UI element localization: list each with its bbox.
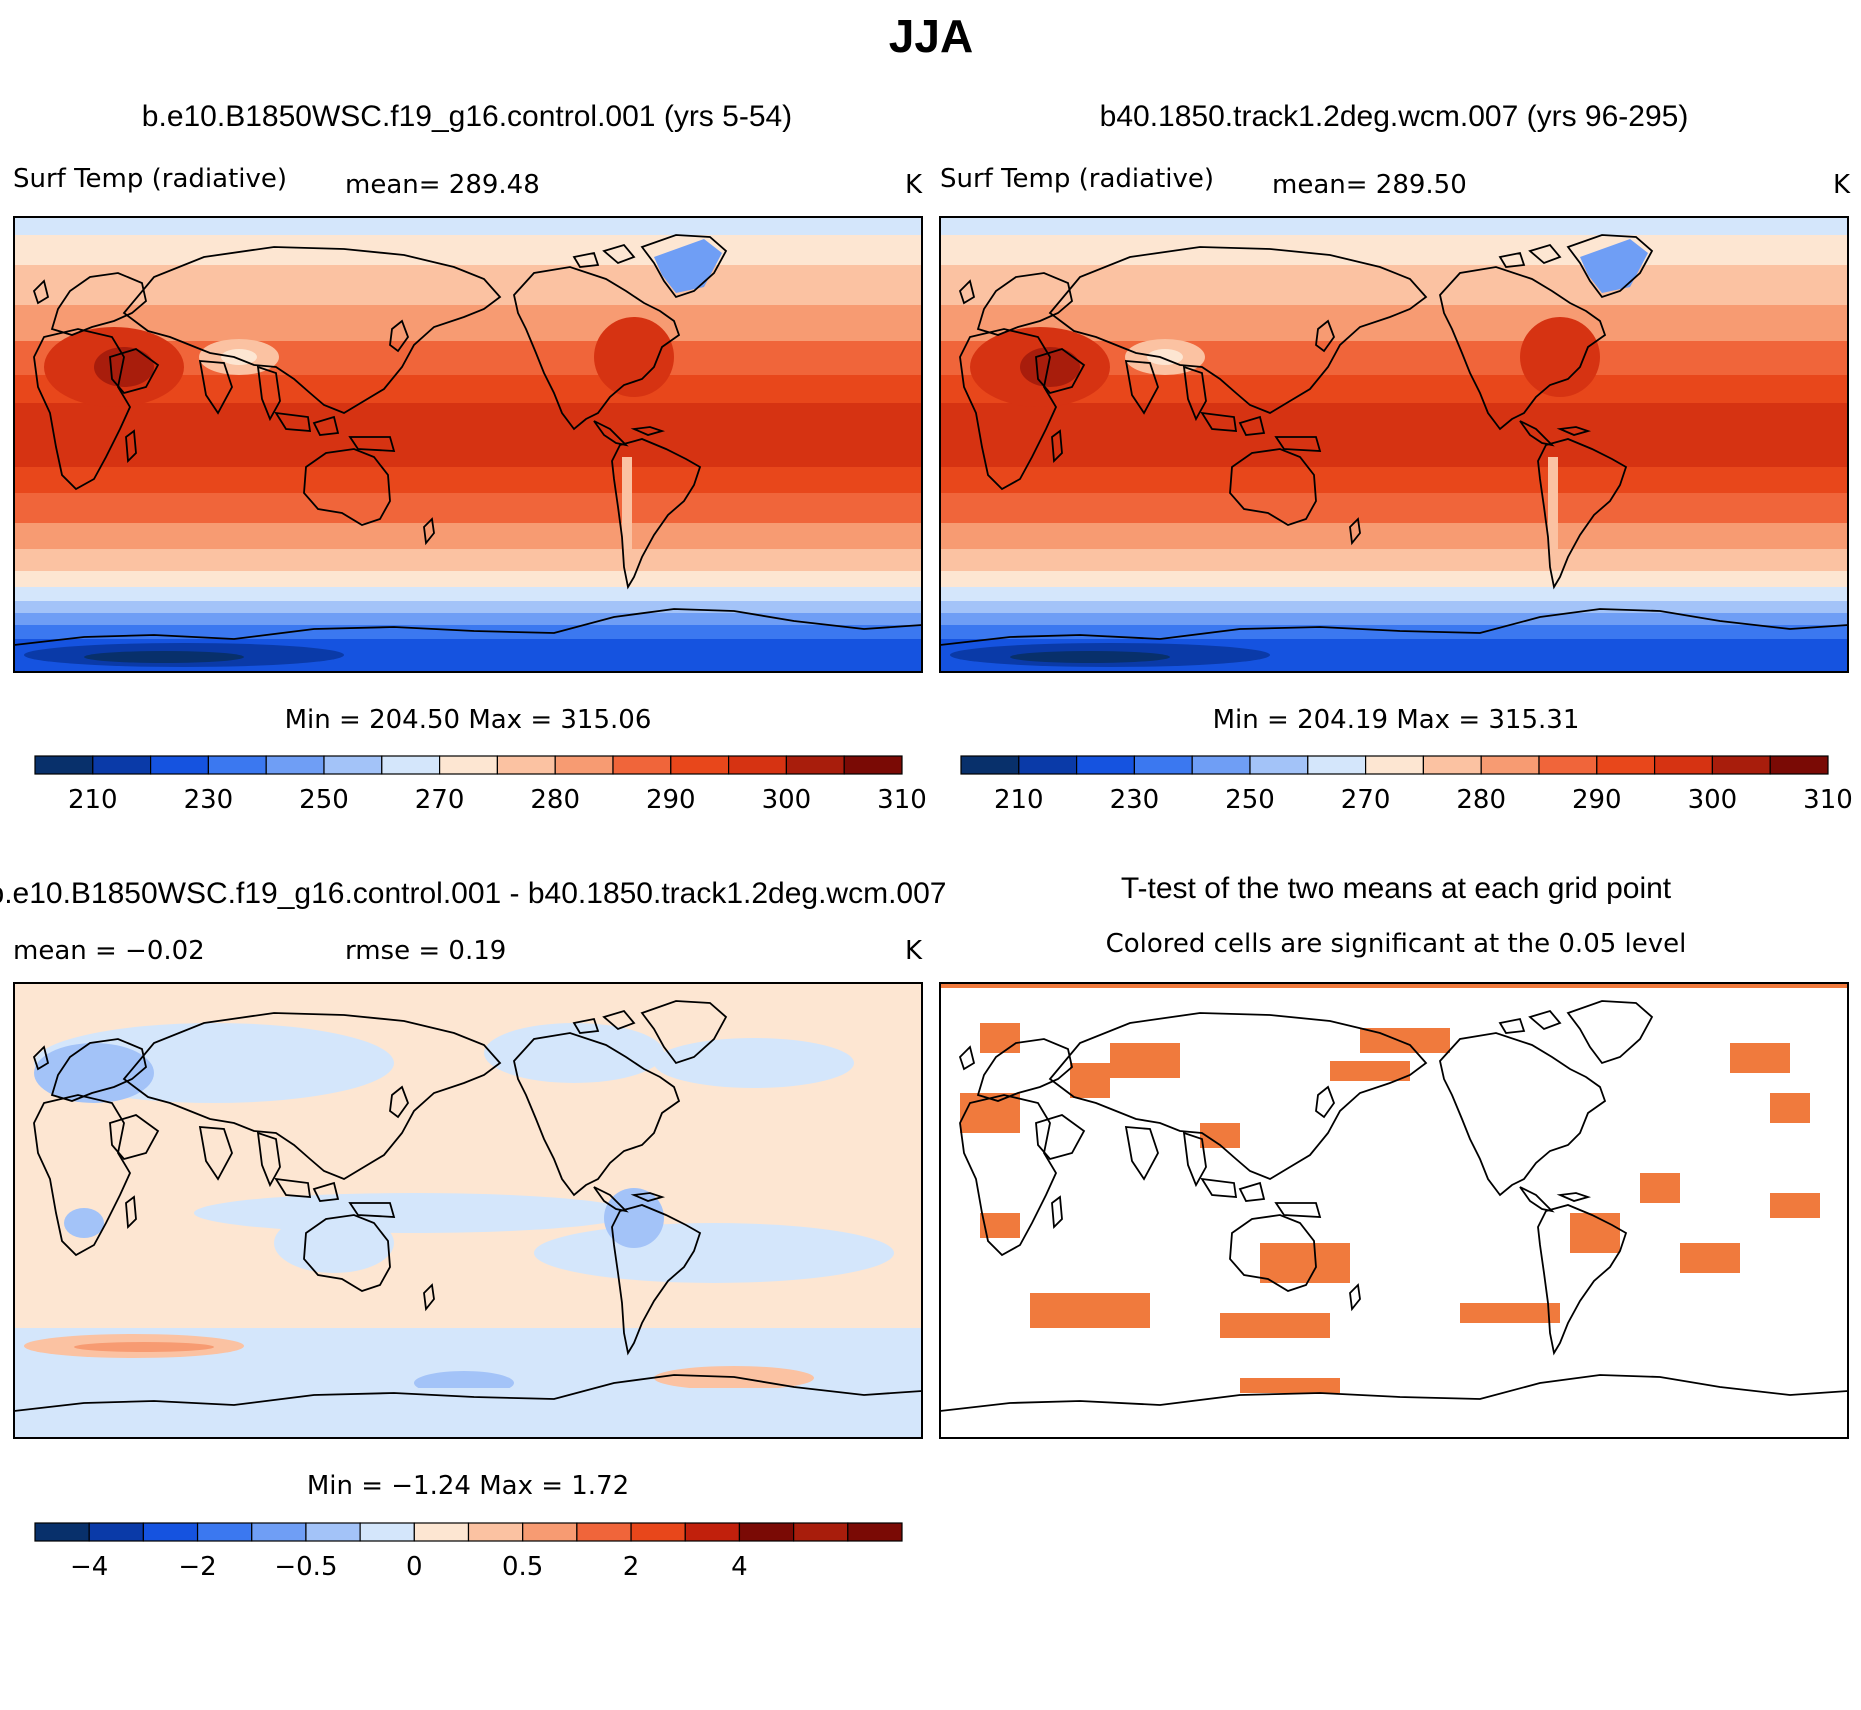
panel-2: b40.1850.track1.2deg.wcm.007 (yrs 96-295…	[939, 100, 1853, 815]
panel-2-colorbar-box	[1191, 755, 1251, 775]
panel-2-units: K	[1833, 170, 1851, 200]
panel-3-colorbar-box	[34, 1522, 90, 1542]
panel-2-colorbar-tick-label: 230	[1110, 785, 1160, 815]
figure-title: JJA	[889, 10, 973, 62]
panel-2-mean-label: mean= 289.50	[1272, 170, 1467, 200]
panel-3-colorbar-box	[738, 1522, 795, 1542]
panel-3-units: K	[905, 936, 923, 966]
panel-4-title: T-test of the two means at each grid poi…	[1121, 872, 1672, 905]
panel-3-colorbar-box	[251, 1522, 307, 1542]
panel-3-colorbar-tick-label: 4	[731, 1552, 748, 1582]
panel-2-colorbar-tick-label: 210	[994, 785, 1044, 815]
panel-1-variable-label: Surf Temp (radiative)	[13, 164, 287, 194]
panel-3-colorbar-tick-label: −4	[70, 1552, 108, 1582]
panel-2-colorbar-box	[1596, 755, 1656, 775]
panel-2-colorbar-box	[1711, 755, 1771, 775]
panel-3-colorbar-tick-label: −0.5	[274, 1552, 337, 1582]
panel-2-colorbar-box	[1422, 755, 1482, 775]
panel-1-colorbar-tick-label: 230	[184, 785, 234, 815]
panel-1-mean-label: mean= 289.48	[345, 170, 540, 200]
panel-3-colorbar-box	[305, 1522, 361, 1542]
panel-4-map	[939, 982, 1849, 1439]
panel-1-stats: Min = 204.50 Max = 315.06	[285, 705, 652, 735]
panel-1-map	[13, 216, 923, 673]
panel-1-colorbar-box	[150, 755, 210, 775]
panel-2-colorbar: 210 230 250 270 280 290 300 310	[960, 755, 1853, 815]
panel-4: T-test of the two means at each grid poi…	[939, 872, 1849, 1439]
panel-3-colorbar: −4 −2 −0.5 0 0.5 2 4	[34, 1522, 903, 1582]
panel-4-subtitle: Colored cells are significant at the 0.0…	[1106, 929, 1687, 959]
panel-1-colorbar-box	[843, 755, 903, 775]
panel-2-colorbar-box	[1075, 755, 1135, 775]
panel-2-colorbar-box	[1018, 755, 1078, 775]
panel-1-colorbar-box	[439, 755, 499, 775]
panel-3-map	[13, 982, 923, 1439]
panel-3-stats: Min = −1.24 Max = 1.72	[307, 1471, 629, 1501]
panel-2-map	[939, 216, 1849, 673]
panel-1-colorbar-box	[554, 755, 614, 775]
panel-3-colorbar-tick-label: 2	[623, 1552, 640, 1582]
panel-3-colorbar-box	[630, 1522, 686, 1542]
panel-2-colorbar-tick-label: 290	[1572, 785, 1622, 815]
panel-2-colorbar-tick-label: 310	[1803, 785, 1853, 815]
panel-1-colorbar-tick-label: 280	[530, 785, 580, 815]
panel-2-colorbar-box	[1769, 755, 1829, 775]
panel-3-title: b.e10.B1850WSC.f19_g16.control.001 - b40…	[0, 877, 946, 910]
panel-3-colorbar-box	[467, 1522, 524, 1542]
panel-3-colorbar-box	[359, 1522, 415, 1542]
panel-1-colorbar-tick-label: 310	[877, 785, 927, 815]
panel-3-mean-label: mean = −0.02	[13, 936, 205, 966]
panel-2-colorbar-box	[1364, 755, 1424, 775]
panel-3-colorbar-box	[793, 1522, 849, 1542]
panel-1-colorbar-tick-label: 290	[646, 785, 696, 815]
panel-2-title: b40.1850.track1.2deg.wcm.007 (yrs 96-295…	[1100, 100, 1689, 133]
panel-2-colorbar-box	[1249, 755, 1309, 775]
panel-1-colorbar-box	[323, 755, 383, 775]
panel-2-colorbar-box	[1133, 755, 1193, 775]
panel-1-colorbar-tick-label: 270	[415, 785, 465, 815]
panel-1-colorbar-box	[207, 755, 267, 775]
panel-3-colorbar-box	[847, 1522, 903, 1542]
panel-1-colorbar-box	[670, 755, 730, 775]
panel-2-stats: Min = 204.19 Max = 315.31	[1213, 705, 1580, 735]
panel-3: b.e10.B1850WSC.f19_g16.control.001 - b40…	[0, 877, 946, 1582]
panel-1: b.e10.B1850WSC.f19_g16.control.001 (yrs …	[13, 100, 927, 815]
panel-1-colorbar-tick-label: 250	[299, 785, 349, 815]
panel-3-colorbar-box	[684, 1522, 741, 1542]
panel-1-colorbar-box	[381, 755, 441, 775]
panel-1-colorbar-tick-label: 300	[762, 785, 812, 815]
panel-1-colorbar-box	[496, 755, 556, 775]
panel-3-colorbar-box	[522, 1522, 578, 1542]
panel-2-colorbar-box	[1480, 755, 1540, 775]
panel-1-colorbar-box	[612, 755, 672, 775]
panel-2-colorbar-box	[1653, 755, 1713, 775]
panel-2-colorbar-box	[1307, 755, 1367, 775]
panel-1-colorbar: 210 230 250 270 280 290 300 310	[34, 755, 927, 815]
panel-3-colorbar-box	[576, 1522, 632, 1542]
panel-1-colorbar-tick-label: 210	[68, 785, 118, 815]
panel-3-colorbar-box	[88, 1522, 144, 1542]
panel-2-colorbar-tick-label: 280	[1456, 785, 1506, 815]
panel-3-colorbar-tick-label: 0	[406, 1552, 423, 1582]
panel-2-colorbar-tick-label: 250	[1225, 785, 1275, 815]
panel-2-colorbar-tick-label: 270	[1341, 785, 1391, 815]
panel-3-colorbar-box	[142, 1522, 199, 1542]
panel-3-colorbar-tick-label: 0.5	[502, 1552, 543, 1582]
panel-3-colorbar-tick-label: −2	[178, 1552, 216, 1582]
panel-3-rmse-label: rmse = 0.19	[345, 936, 506, 966]
panel-1-colorbar-box	[34, 755, 94, 775]
panel-1-title: b.e10.B1850WSC.f19_g16.control.001 (yrs …	[142, 100, 792, 133]
panel-2-variable-label: Surf Temp (radiative)	[940, 164, 1214, 194]
panel-1-colorbar-box	[785, 755, 845, 775]
panel-2-colorbar-box	[1538, 755, 1598, 775]
panel-2-colorbar-box	[960, 755, 1020, 775]
panel-3-colorbar-box	[413, 1522, 470, 1542]
panel-2-colorbar-tick-label: 300	[1688, 785, 1738, 815]
panel-1-colorbar-box	[265, 755, 325, 775]
panel-1-colorbar-box	[92, 755, 152, 775]
panel-1-colorbar-box	[727, 755, 787, 775]
panel-1-units: K	[905, 170, 923, 200]
panel-3-colorbar-box	[196, 1522, 253, 1542]
